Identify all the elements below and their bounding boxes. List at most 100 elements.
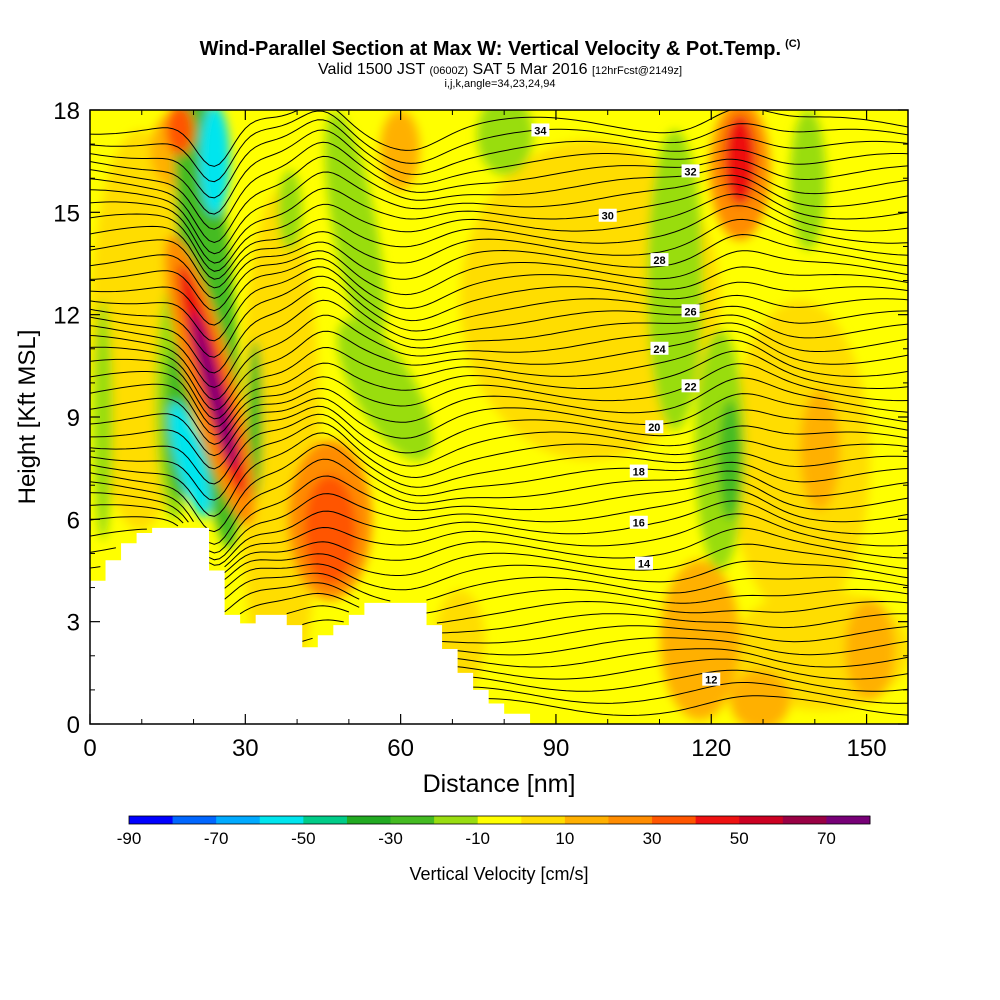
theta-contours: [90, 110, 908, 717]
colorbar-label: Vertical Velocity [cm/s]: [409, 864, 588, 884]
theta-contour-line: [90, 393, 908, 457]
colorbar-segment: [303, 816, 348, 824]
theta-contour-line: [286, 605, 908, 634]
field-patch: [845, 600, 895, 700]
y-tick-label: 18: [53, 98, 80, 125]
utc-time: (0600Z): [429, 65, 469, 77]
contour-label: 32: [681, 164, 700, 178]
colorbar-segment: [129, 816, 174, 824]
y-tick-label: 15: [53, 200, 80, 227]
theta-contour-line: [90, 475, 908, 554]
colorbar-segment: [695, 816, 740, 824]
theta-contour-line: [457, 648, 908, 668]
colorbar-segment: [434, 816, 479, 824]
contour-label: 16: [629, 515, 648, 530]
colorbar-tick-label: -50: [291, 829, 316, 848]
contour-label: 18: [629, 464, 648, 479]
colorbar-segment: [259, 816, 304, 824]
x-tick-label: 150: [847, 735, 887, 762]
theta-contour-line: [302, 637, 908, 656]
contour-label-text: 26: [684, 306, 696, 318]
colorbar-ticks: -90 -70 -50 -30 -10 10 30 50 70: [117, 829, 836, 848]
colorbar-tick-label: -30: [378, 829, 403, 848]
colorbar-segment: [390, 816, 435, 824]
theta-contour-line: [457, 658, 908, 680]
contour-label: 34: [531, 123, 550, 137]
theta-contour-line: [90, 405, 908, 470]
contour-label: 12: [702, 672, 721, 687]
y-tick-label: 6: [67, 507, 80, 534]
theta-contour-line: [90, 218, 908, 289]
theta-contour-line: [90, 129, 908, 215]
theta-contour-labels: 12 14 16 18 20 22 24 26 28 30 32 34: [531, 123, 721, 687]
colorbar-frame: [128, 815, 871, 825]
theta-contour-line: [90, 513, 908, 568]
chart-title: Wind-Parallel Section at Max W: Vertical…: [199, 38, 801, 60]
colorbar-tick-label: -90: [117, 829, 142, 848]
contour-label: 30: [598, 208, 617, 223]
colorbar-tick-label: 70: [817, 829, 836, 848]
y-tick-label: 0: [67, 712, 80, 739]
y-tick-label: 3: [67, 610, 80, 637]
field-patch: [730, 300, 870, 620]
theta-contour-line: [239, 592, 908, 624]
theta-contour-line: [224, 582, 908, 614]
x-tick-label: 30: [232, 735, 259, 762]
theta-contour-line: [90, 250, 908, 312]
x-axis: 0 30 60 90 120 150: [83, 110, 887, 762]
contour-label: 24: [650, 341, 669, 356]
theta-contour-line: [90, 171, 908, 255]
theta-contour-line: [90, 500, 908, 566]
theta-contour-line: [90, 258, 908, 326]
chart-indices: i,j,k,angle=34,23,24,94: [444, 78, 556, 90]
contour-label-text: 22: [684, 381, 696, 393]
theta-contour-line: [90, 413, 908, 485]
contour-label-text: 18: [633, 467, 645, 479]
colorbar-segment: [826, 816, 871, 824]
y-tick-label: 9: [67, 405, 80, 432]
field-patch: [730, 670, 790, 724]
theta-contour-line: [90, 275, 908, 358]
theta-contour-line: [90, 363, 908, 436]
colorbar-segment: [652, 816, 697, 824]
colorbar-segment: [739, 816, 784, 824]
colorbar: [128, 815, 871, 825]
theta-contour-line: [90, 299, 908, 388]
valid-date: SAT 5 Mar 2016: [472, 61, 588, 78]
contour-label-text: 24: [653, 344, 666, 356]
contour-label-text: 30: [602, 211, 614, 223]
field-patch: [324, 111, 386, 349]
theta-contour-line: [90, 339, 908, 420]
contour-label-text: 34: [534, 125, 547, 137]
y-axis-label: Height [Kft MSL]: [14, 330, 41, 505]
contour-label-text: 14: [638, 559, 651, 571]
theta-contour-line: [90, 193, 908, 272]
theta-contour-line: [473, 669, 908, 692]
theta-contour-line: [90, 141, 908, 230]
valid-time: Valid 1500 JST: [318, 61, 426, 78]
colorbar-segment: [521, 816, 566, 824]
chart-subtitle: Valid 1500 JST (0600Z) SAT 5 Mar 2016 [1…: [0, 61, 1000, 79]
plot-area: 12 14 16 18 20 22 24 26 28 30 32 34: [90, 110, 908, 724]
theta-contour-line: [90, 350, 908, 428]
x-axis-label: Distance [nm]: [423, 770, 576, 798]
theta-contour-line: [90, 286, 908, 374]
field-patch: [477, 110, 533, 175]
theta-contour-line: [90, 458, 908, 545]
theta-contour-line: [473, 682, 908, 704]
theta-contour-line: [90, 110, 908, 183]
theta-contour-line: [90, 110, 908, 167]
x-tick-label: 0: [83, 735, 96, 762]
theta-contour-line: [224, 560, 908, 591]
colorbar-segment: [172, 816, 217, 824]
theta-contour-line: [90, 155, 908, 244]
colorbar-segment: [608, 816, 653, 824]
colorbar-tick-label: -10: [465, 829, 490, 848]
theta-contour-line: [90, 183, 908, 264]
theta-contour-line: [90, 330, 908, 411]
contour-label: 28: [650, 253, 669, 267]
theta-contour-line: [90, 527, 908, 573]
contour-label: 20: [645, 420, 664, 434]
theta-contour-line: [90, 543, 908, 580]
